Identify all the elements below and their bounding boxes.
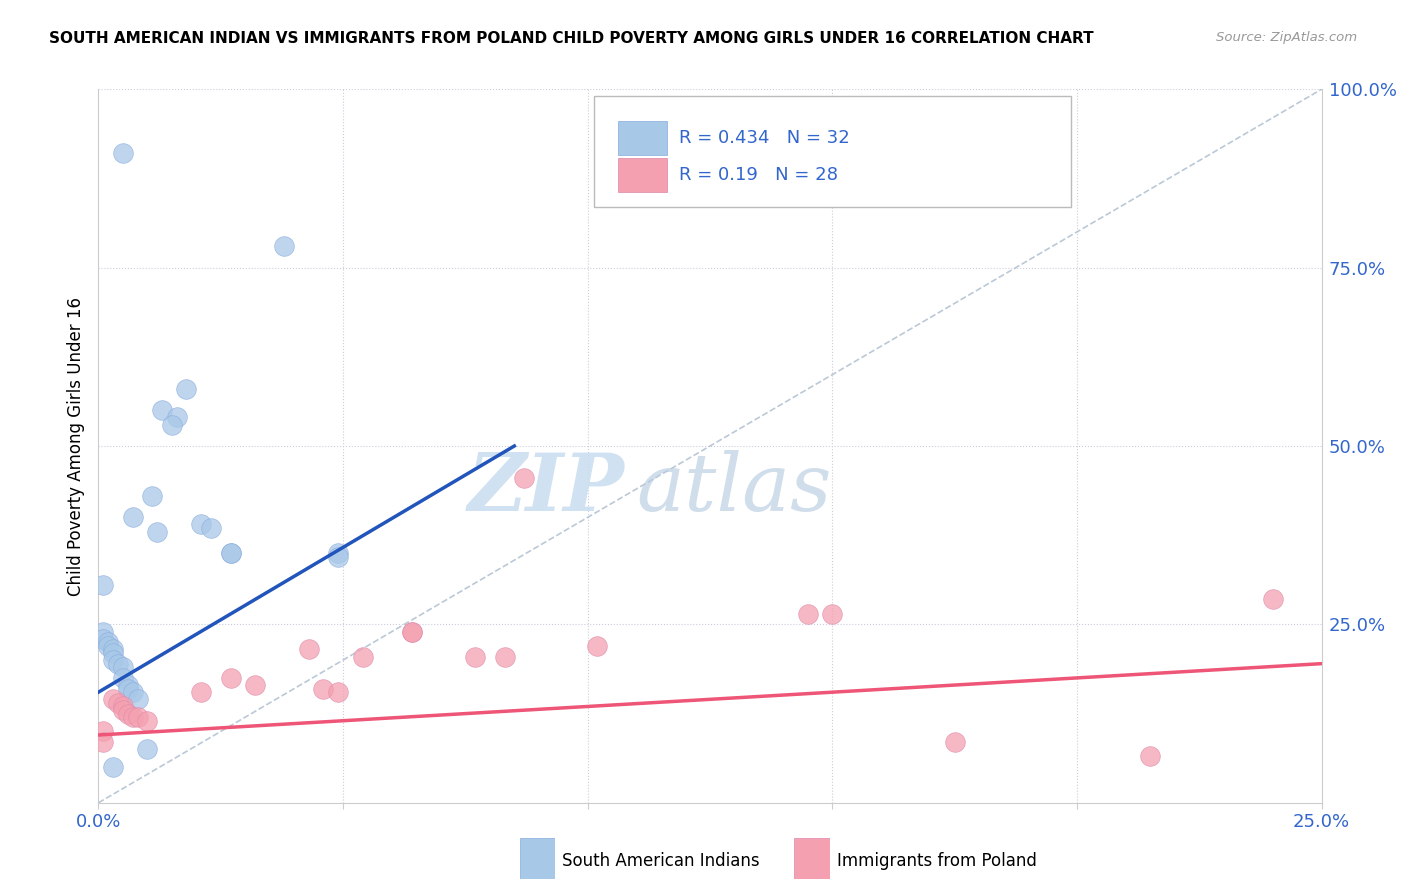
Point [121,710,143,724]
Text: SOUTH AMERICAN INDIAN VS IMMIGRANTS FROM POLAND CHILD POVERTY AMONG GIRLS UNDER : SOUTH AMERICAN INDIAN VS IMMIGRANTS FROM… [49,31,1094,46]
Point [91,735,114,749]
Point [121,510,143,524]
Point [146,524,169,539]
Point [401,624,423,639]
Point [352,649,374,664]
Point [464,649,486,664]
Point [273,239,295,253]
Point [111,660,134,674]
Y-axis label: Child Poverty Among Girls Under 16: Child Poverty Among Girls Under 16 [66,296,84,596]
Point [176,382,198,396]
Point [97,639,120,653]
Point [328,549,350,564]
Text: R = 0.19   N = 28: R = 0.19 N = 28 [679,166,838,184]
Point [117,706,139,721]
Point [190,517,212,532]
Point [101,653,124,667]
Point [219,671,242,685]
Point [190,685,212,699]
Point [401,624,423,639]
Point [136,742,159,756]
Point [127,710,149,724]
Point [97,635,120,649]
Text: atlas: atlas [637,450,832,527]
Text: ZIP: ZIP [468,450,624,527]
Point [101,646,124,660]
Point [150,403,173,417]
Point [101,692,124,706]
Point [141,489,163,503]
Text: Immigrants from Poland: Immigrants from Poland [837,852,1036,870]
Point [1261,592,1284,607]
Point [91,578,114,592]
Point [943,735,966,749]
Point [200,521,222,535]
Point [111,146,134,161]
Point [1139,749,1161,764]
Point [797,607,820,621]
Point [243,678,266,692]
Point [107,696,129,710]
Point [111,671,134,685]
Point [107,657,129,671]
Point [91,624,114,639]
Point [513,471,536,485]
Point [117,681,139,696]
Point [127,692,149,706]
Bar [619,120,668,155]
Point [111,703,134,717]
Point [219,546,242,560]
FancyBboxPatch shape [593,96,1071,207]
Point [821,607,844,621]
Point [166,410,188,425]
Point [298,642,321,657]
Text: Source: ZipAtlas.com: Source: ZipAtlas.com [1216,31,1357,45]
Point [91,724,114,739]
Point [111,699,134,714]
Text: South American Indians: South American Indians [562,852,761,870]
Point [117,678,139,692]
Point [312,681,335,696]
Point [101,642,124,657]
Point [328,546,350,560]
Point [121,685,143,699]
Bar [619,158,668,192]
Text: R = 0.434   N = 32: R = 0.434 N = 32 [679,128,851,146]
Point [160,417,183,432]
Point [136,714,159,728]
Point [586,639,609,653]
Point [494,649,516,664]
Point [91,632,114,646]
Point [101,760,124,774]
Point [219,546,242,560]
Point [328,685,350,699]
